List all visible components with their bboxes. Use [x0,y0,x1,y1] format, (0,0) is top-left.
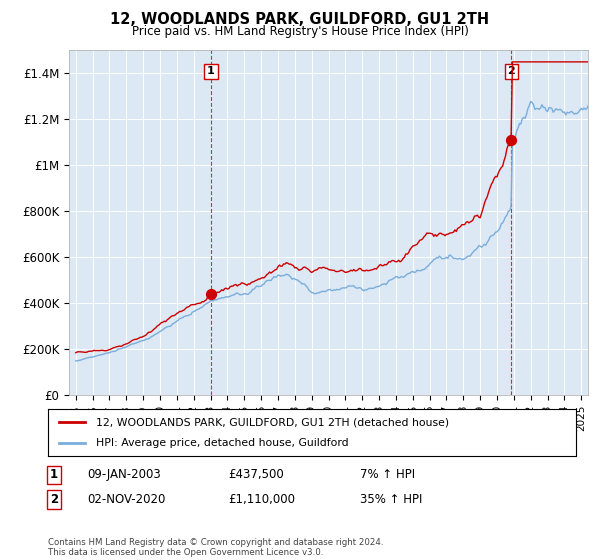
Point [206,290,216,299]
Text: 2: 2 [507,67,515,77]
Text: 12, WOODLANDS PARK, GUILDFORD, GU1 2TH: 12, WOODLANDS PARK, GUILDFORD, GU1 2TH [110,12,490,27]
Text: 1: 1 [50,468,58,482]
Text: HPI: Average price, detached house, Guildford: HPI: Average price, detached house, Guil… [95,438,348,448]
Text: Contains HM Land Registry data © Crown copyright and database right 2024.
This d: Contains HM Land Registry data © Crown c… [48,538,383,557]
Text: 09-JAN-2003: 09-JAN-2003 [87,468,161,482]
Text: 1: 1 [207,67,215,77]
Text: Price paid vs. HM Land Registry's House Price Index (HPI): Price paid vs. HM Land Registry's House … [131,25,469,38]
Text: 35% ↑ HPI: 35% ↑ HPI [360,493,422,506]
Point [506,136,516,144]
Text: 12, WOODLANDS PARK, GUILDFORD, GU1 2TH (detached house): 12, WOODLANDS PARK, GUILDFORD, GU1 2TH (… [95,417,449,427]
Text: 2: 2 [50,493,58,506]
Text: 7% ↑ HPI: 7% ↑ HPI [360,468,415,482]
Text: £437,500: £437,500 [228,468,284,482]
Text: £1,110,000: £1,110,000 [228,493,295,506]
Text: 02-NOV-2020: 02-NOV-2020 [87,493,166,506]
